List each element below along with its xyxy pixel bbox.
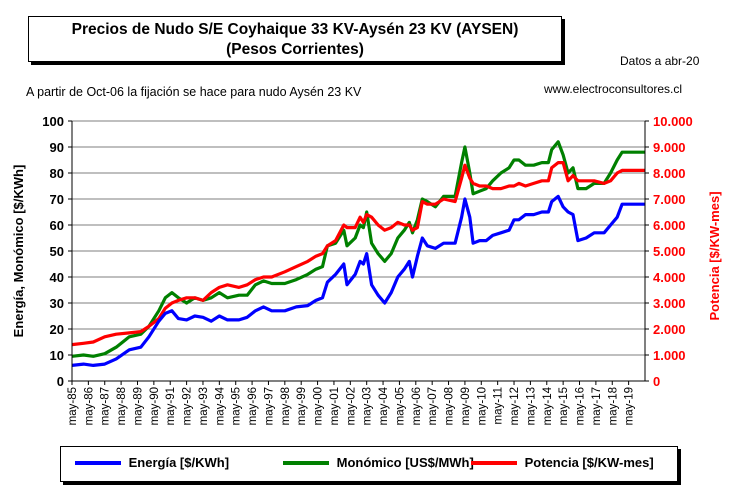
tick-label-left: 50: [50, 244, 64, 259]
tick-label-x: may-16: [575, 387, 587, 425]
tick-label-x: may-90: [149, 387, 161, 425]
tick-label-x: may-07: [427, 387, 439, 425]
legend-item-monomico: Monómico [US$/MWh]: [283, 455, 474, 470]
tick-label-x: may-01: [329, 387, 341, 425]
series-potencia-line: [71, 161, 645, 347]
tick-label-right: 3.000: [653, 296, 686, 311]
left-axis-ticks: 0 10 20 30 40 50 60 70 80 90 100: [42, 114, 72, 389]
tick-label-x: may-87: [100, 387, 112, 425]
note-fijacion: A partir de Oct-06 la fijación se hace p…: [26, 85, 362, 99]
tick-label-left: 70: [50, 192, 64, 207]
series-layer: [71, 140, 645, 367]
tick-label-x: may-10: [476, 387, 488, 425]
tick-label-x: may-97: [263, 387, 275, 425]
tick-label-right: 9.000: [653, 140, 686, 155]
tick-label-left: 60: [50, 218, 64, 233]
tick-label-x: may-91: [165, 387, 177, 425]
tick-label-x: may-13: [525, 387, 537, 425]
tick-label-x: may-11: [493, 387, 505, 425]
tick-label-right: 2.000: [653, 322, 686, 337]
tick-label-left: 10: [50, 348, 64, 363]
y-axis-left-label: Energía, Monómico [$/KWh]: [11, 165, 26, 338]
x-axis-ticks: may-85 may-86 may-87 may-88 may-89 may-90 may-…: [67, 381, 636, 425]
y-axis-right-label: Potencia [$/KW-mes]: [707, 191, 722, 320]
tick-label-x: may-17: [591, 387, 603, 425]
tick-label-left: 20: [50, 322, 64, 337]
tick-label-x: may-05: [394, 387, 406, 425]
legend: Energía [$/KWh] Monómico [US$/MWh] Poten…: [60, 446, 678, 482]
tick-label-x: may-18: [607, 387, 619, 425]
tick-label-right: 6.000: [653, 218, 686, 233]
tick-label-right: 0: [653, 374, 660, 389]
tick-label-right: 4.000: [653, 270, 686, 285]
website-note: www.electroconsultores.cl: [544, 82, 683, 96]
tick-label-left: 0: [57, 374, 64, 389]
tick-label-x: may-06: [411, 387, 423, 425]
tick-label-x: may-15: [558, 387, 570, 425]
tick-label-x: may-98: [280, 387, 292, 425]
chart-subtitle: (Pesos Corrientes): [226, 41, 364, 58]
tick-label-left: 80: [50, 166, 64, 181]
tick-label-x: may-95: [231, 387, 243, 425]
tick-label-x: may-94: [214, 386, 226, 425]
tick-label-left: 100: [42, 114, 64, 129]
tick-label-x: may-12: [509, 387, 521, 425]
tick-label-x: may-92: [182, 387, 194, 425]
legend-item-potencia: Potencia [$/KW-mes]: [471, 455, 654, 470]
legend-label-monomico: Monómico [US$/MWh]: [336, 455, 474, 470]
tick-label-x: may-99: [296, 387, 308, 425]
legend-swatch-monomico: [283, 460, 329, 465]
date-note: Datos a abr-20: [620, 54, 700, 68]
tick-label-right: 5.000: [653, 244, 686, 259]
tick-label-x: may-02: [345, 387, 357, 425]
tick-label-left: 30: [50, 296, 64, 311]
tick-label-right: 7.000: [653, 192, 686, 207]
legend-swatch-energia: [75, 460, 121, 465]
legend-label-energia: Energía [$/KWh]: [128, 455, 230, 470]
chart-title-box: Precios de Nudo S/E Coyhaique 33 KV-Aysé…: [28, 16, 562, 62]
tick-label-x: may-04: [378, 386, 390, 425]
tick-label-x: may-85: [67, 387, 79, 425]
tick-label-left: 40: [50, 270, 64, 285]
tick-label-x: may-09: [460, 387, 472, 425]
tick-label-x: may-93: [198, 387, 210, 425]
tick-label-left: 90: [50, 140, 64, 155]
legend-item-energia: Energía [$/KWh]: [75, 455, 229, 470]
tick-label-x: may-88: [116, 387, 128, 425]
legend-swatch-potencia: [471, 460, 517, 465]
chart-title: Precios de Nudo S/E Coyhaique 33 KV-Aysé…: [71, 21, 519, 38]
tick-label-x: may-03: [362, 387, 374, 425]
tick-label-right: 10.000: [653, 114, 693, 129]
legend-label-potencia: Potencia [$/KW-mes]: [524, 455, 654, 470]
tick-label-x: may-96: [247, 387, 259, 425]
series-energia-line: [71, 194, 645, 367]
tick-label-x: may-89: [132, 387, 144, 425]
tick-label-right: 1.000: [653, 348, 686, 363]
tick-label-x: may-00: [313, 387, 325, 425]
tick-label-x: may-86: [83, 387, 95, 425]
right-axis-ticks: 0 1.000 2.000 3.000 4.000 5.000 6.000 7.000 8.00…: [645, 114, 693, 389]
tick-label-x: may-14: [542, 386, 554, 425]
tick-label-x: may-19: [624, 387, 636, 425]
tick-label-right: 8.000: [653, 166, 686, 181]
tick-label-x: may-08: [444, 387, 456, 425]
